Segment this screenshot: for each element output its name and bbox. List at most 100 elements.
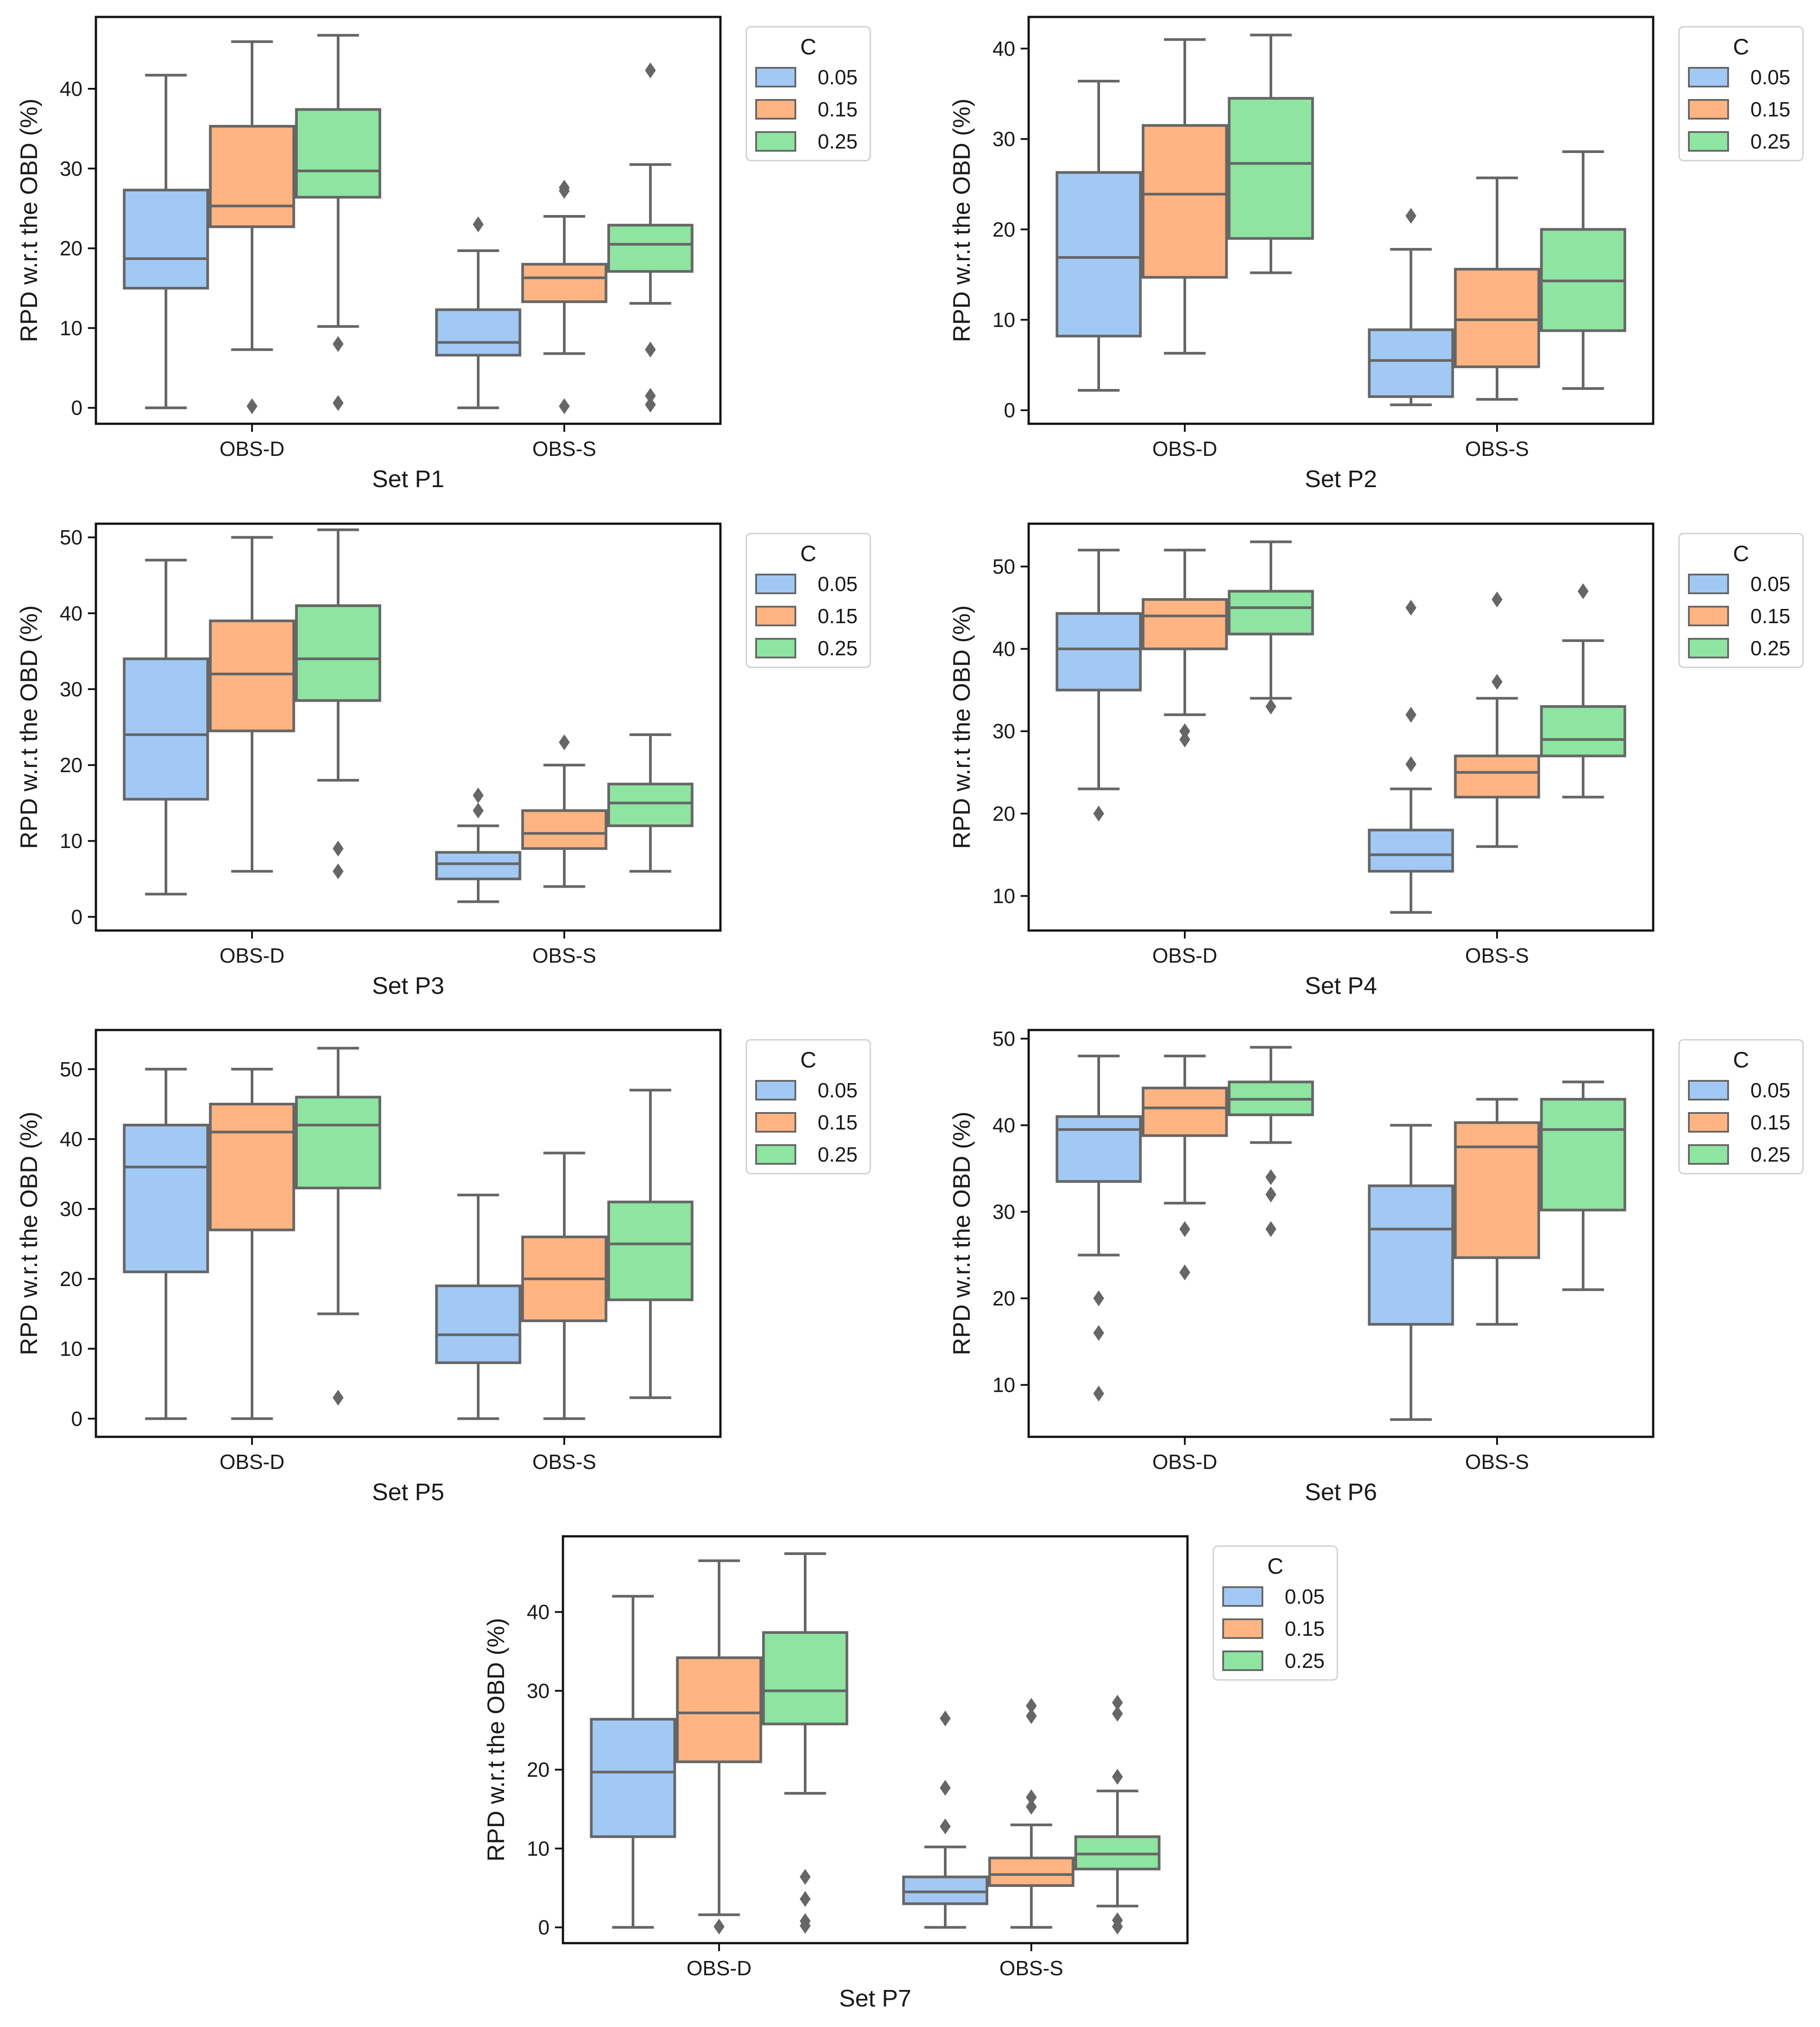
outlier-point (1265, 1169, 1277, 1185)
plot-frame (1027, 1029, 1655, 1438)
x-axis-title: Set P5 (372, 1479, 444, 1506)
y-tick-label: 10 (993, 1373, 1015, 1397)
box-iqr (902, 1875, 989, 1905)
box-obs-s-c025 (607, 733, 694, 873)
legend-swatch (1222, 1651, 1263, 1671)
outlier-point (558, 398, 570, 414)
outlier-point (713, 1919, 725, 1935)
box-obs-s-c015 (1454, 176, 1540, 401)
y-tick-label: 50 (993, 1027, 1015, 1050)
outlier-point (332, 863, 344, 880)
box-obs-d-c005 (1055, 549, 1142, 822)
y-tick-label: 0 (538, 1916, 550, 1939)
box-obs-d-c015 (676, 1559, 762, 1935)
box-obs-d-c025 (295, 34, 381, 411)
box-obs-d-c025 (295, 528, 381, 880)
legend-swatch (1688, 131, 1729, 152)
outlier-point (1026, 1789, 1037, 1805)
legend-swatch (755, 1144, 796, 1165)
box-iqr (1454, 268, 1540, 368)
y-tick-label: 0 (1004, 399, 1015, 422)
outlier-point (1179, 723, 1191, 739)
legend-swatch (1688, 1144, 1729, 1165)
y-tick-label: 30 (60, 1197, 83, 1220)
legend-swatch (1688, 638, 1729, 658)
legend-swatch (755, 1112, 796, 1133)
y-tick-label: 0 (71, 396, 83, 419)
box-obs-s-c025 (1074, 1695, 1161, 1935)
box-obs-d-c015 (1142, 549, 1228, 748)
y-tick-label: 20 (60, 237, 83, 260)
chart-panel-3: 0 10 20 30 40 50 OBS-D OBS-S Set P3 RPD w.r.t the… (16, 522, 871, 999)
box-obs-s-c015 (521, 734, 608, 888)
y-tick-label: 40 (60, 1127, 83, 1150)
box-iqr (123, 657, 209, 801)
outlier-point (1179, 1221, 1191, 1237)
box-iqr (607, 223, 694, 273)
legend-label: 0.25 (1750, 1143, 1791, 1166)
box-iqr (435, 851, 521, 881)
legend-label: 0.15 (818, 1111, 858, 1134)
chart-panel-4: 10 20 30 40 50 OBS-D OBS-S Set P4 RPD w.r.t the … (948, 522, 1804, 999)
y-tick-label: 30 (60, 678, 83, 701)
box-obs-s-c025 (607, 1088, 694, 1399)
box-iqr (123, 189, 209, 290)
outlier-point (1093, 1325, 1104, 1341)
box-obs-d-c005 (1055, 79, 1142, 392)
y-tick-label: 30 (993, 128, 1015, 151)
x-axis-title: Set P7 (839, 1985, 911, 2012)
box-iqr (762, 1631, 848, 1725)
box-obs-d-c005 (123, 1067, 209, 1420)
box-iqr (1228, 97, 1314, 240)
plot-frame (95, 1029, 722, 1438)
outlier-point (1265, 1221, 1277, 1237)
box-obs-s-c015 (521, 179, 608, 414)
box-iqr (1055, 612, 1142, 691)
legend-label: 0.05 (1750, 66, 1791, 89)
legend-swatch (755, 67, 796, 87)
legend-label: 0.25 (818, 1143, 858, 1166)
box-iqr (295, 604, 381, 702)
outlier-point (1265, 1186, 1277, 1203)
y-tick-label: 50 (993, 555, 1015, 578)
box-obs-s-c005 (1368, 600, 1454, 914)
x-tick-label: OBS-S (1465, 944, 1529, 967)
y-axis-title: RPD w.r.t the OBD (%) (483, 1618, 509, 1862)
outlier-point (332, 840, 344, 857)
legend-swatch (1688, 67, 1729, 87)
x-tick-label: OBS-D (1152, 1450, 1217, 1473)
y-axis-title: RPD w.r.t the OBD (%) (948, 99, 975, 342)
legend-title: C (1733, 34, 1749, 59)
box-obs-s-c025 (607, 62, 694, 413)
y-tick-label: 40 (993, 637, 1015, 661)
box-obs-s-c005 (1368, 1124, 1454, 1421)
y-tick-label: 20 (993, 802, 1015, 825)
legend-swatch (1688, 99, 1729, 120)
outlier-point (799, 1891, 811, 1907)
y-tick-label: 10 (993, 884, 1015, 907)
legend-swatch (755, 638, 796, 658)
y-tick-label: 10 (60, 316, 83, 339)
box-obs-s-c015 (1454, 1098, 1540, 1326)
legend: C0.05 0.15 0.25 (1678, 1039, 1804, 1175)
y-tick-label: 20 (993, 218, 1015, 241)
y-axis-title: RPD w.r.t the OBD (%) (16, 99, 42, 342)
box-iqr (1368, 828, 1454, 873)
box-iqr (1142, 598, 1228, 650)
outlier-point (1179, 731, 1191, 748)
chart-panel-1: 0 10 20 30 40 OBS-D OBS-S Set P1 RPD w.r.t the O… (16, 16, 871, 492)
y-tick-label: 40 (60, 77, 83, 100)
box-obs-d-c005 (590, 1595, 676, 1929)
outlier-point (1093, 1290, 1104, 1307)
legend-swatch (755, 574, 796, 594)
legend-label: 0.15 (818, 98, 858, 121)
box-iqr (607, 782, 694, 827)
box-obs-d-c015 (1142, 1055, 1228, 1281)
legend-frame (1678, 533, 1804, 668)
box-iqr (1142, 1087, 1228, 1137)
box-iqr (1368, 1184, 1454, 1326)
box-obs-d-c005 (123, 74, 209, 410)
x-tick-label: OBS-D (219, 437, 285, 460)
box-iqr (1142, 124, 1228, 279)
box-obs-d-c025 (762, 1552, 848, 1934)
